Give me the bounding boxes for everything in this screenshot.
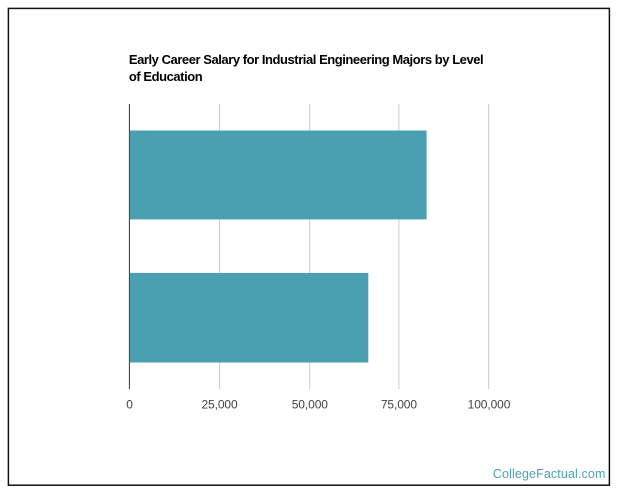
svg-text:25,000: 25,000	[201, 397, 238, 411]
svg-text:of Education: of Education	[129, 69, 203, 84]
svg-text:75,000: 75,000	[381, 397, 418, 411]
svg-text:CollegeFactual.com: CollegeFactual.com	[493, 467, 606, 481]
svg-text:Early Career Salary for Indust: Early Career Salary for Industrial Engin…	[129, 52, 483, 67]
svg-text:0: 0	[126, 397, 133, 411]
svg-text:50,000: 50,000	[292, 397, 329, 411]
svg-text:100,000: 100,000	[468, 397, 511, 411]
